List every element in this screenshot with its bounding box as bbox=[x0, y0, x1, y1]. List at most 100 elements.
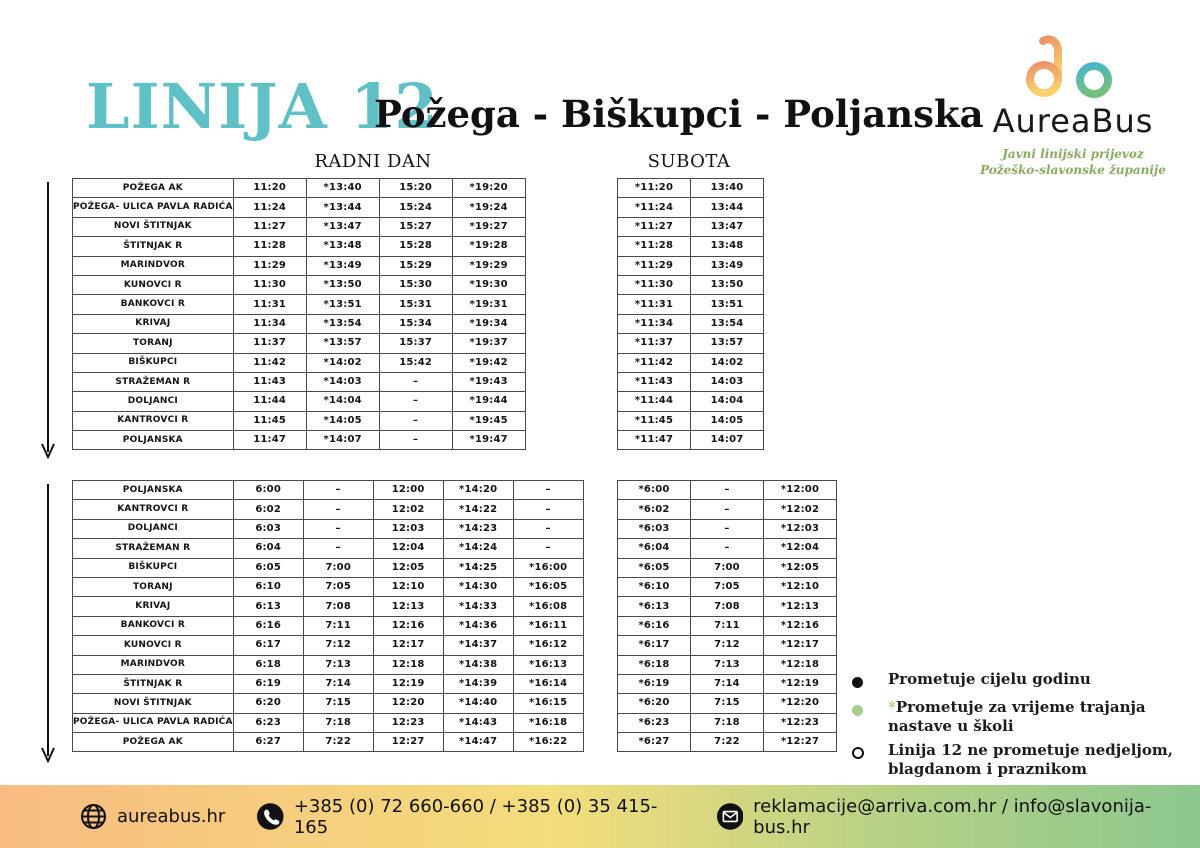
timetable-row: BIŠKUPCI 6:05 7:00 12:05 *14:25 *16:00 bbox=[72, 557, 584, 578]
timetable-row: BANKOVCI R 11:31 *13:51 15:31 *19:31 bbox=[72, 294, 526, 315]
time-cell: *14:02 bbox=[305, 352, 380, 373]
time-cell: *14:37 bbox=[442, 635, 514, 656]
time-cell: 7:14 bbox=[690, 673, 764, 695]
timetable-row: KRIVAJ 6:13 7:08 12:13 *14:33 *16:08 bbox=[72, 596, 584, 617]
timetable-row: *6:10 7:05 *12:10 bbox=[617, 576, 837, 598]
time-cell: – bbox=[690, 499, 764, 520]
time-cell: *11:34 bbox=[617, 313, 691, 335]
time-cell: *16:08 bbox=[512, 596, 584, 617]
time-cell: 7:13 bbox=[690, 654, 764, 675]
legend-item-full-year: Prometuje cijelu godinu bbox=[852, 670, 1182, 693]
time-cell: *19:29 bbox=[451, 255, 526, 276]
time-cell: 15:20 bbox=[378, 177, 453, 199]
time-cell: 12:10 bbox=[372, 576, 444, 598]
time-cell: *6:18 bbox=[617, 654, 691, 675]
time-cell: *11:31 bbox=[617, 294, 691, 315]
time-cell: – bbox=[378, 430, 453, 451]
station-cell: KUNOVCI R bbox=[72, 274, 234, 296]
time-cell: *19:37 bbox=[451, 333, 526, 354]
station-cell: STRAŽEMAN R bbox=[72, 538, 234, 559]
time-cell: *14:05 bbox=[305, 410, 380, 432]
time-cell: – bbox=[302, 538, 374, 559]
timetable-row: STRAŽEMAN R 6:04–12:04 *14:24– bbox=[72, 538, 584, 559]
time-cell: 11:29 bbox=[232, 255, 307, 276]
time-cell: 6:04 bbox=[232, 538, 304, 559]
time-cell: *19:43 bbox=[451, 371, 526, 393]
time-cell: *6:00 bbox=[617, 479, 691, 501]
time-cell: *13:47 bbox=[305, 216, 380, 238]
time-cell: 11:34 bbox=[232, 313, 307, 335]
time-cell: 7:08 bbox=[690, 596, 764, 617]
time-cell: 11:24 bbox=[232, 197, 307, 218]
time-cell: *12:16 bbox=[763, 615, 837, 637]
website-text[interactable]: aureabus.hr bbox=[117, 806, 226, 827]
time-cell: 13:47 bbox=[690, 216, 764, 238]
time-cell: – bbox=[690, 538, 764, 559]
time-cell: 7:11 bbox=[690, 615, 764, 637]
timetable-row: *6:27 7:22 *12:27 bbox=[617, 732, 837, 753]
time-cell: 14:02 bbox=[690, 352, 764, 373]
filled-green-dot-icon bbox=[852, 698, 888, 721]
station-cell: STRAŽEMAN R bbox=[72, 371, 234, 393]
timetable-row: POŽEGA- ULICA PAVLA RADIĆA 6:23 7:18 12:23 *… bbox=[72, 712, 584, 734]
time-cell: *14:23 bbox=[442, 518, 514, 540]
timetable-row: *6:04– *12:04 bbox=[617, 538, 837, 559]
time-cell: 12:00 bbox=[372, 479, 444, 501]
time-cell: 7:13 bbox=[302, 654, 374, 675]
timetable-direction1-saturday: *11:20 13:40 *11:24 13:44 *11:27 13:47 *11:28 1… bbox=[617, 177, 764, 451]
time-cell: *13:51 bbox=[305, 294, 380, 315]
time-cell: 13:49 bbox=[690, 255, 764, 276]
timetable-row: *6:23 7:18 *12:23 bbox=[617, 712, 837, 734]
phone-numbers-text[interactable]: +385 (0) 72 660-660 / +385 (0) 35 415-16… bbox=[293, 795, 658, 838]
timetable-direction1-workday: POŽEGA AK 11:20 *13:40 15:20 *19:20 POŽEGA- U… bbox=[72, 177, 526, 451]
footer-contact-bar: aureabus.hr +385 (0) 72 660-660 / +385 (… bbox=[0, 785, 1200, 848]
time-cell: *19:44 bbox=[451, 391, 526, 412]
time-cell: *13:57 bbox=[305, 333, 380, 354]
time-cell: *11:29 bbox=[617, 255, 691, 276]
green-asterisk: * bbox=[888, 698, 896, 716]
time-cell: *13:54 bbox=[305, 313, 380, 335]
legend-text: Linija 12 ne prometuje nedjeljom, blagda… bbox=[888, 741, 1173, 778]
time-cell: *14:33 bbox=[442, 596, 514, 617]
station-cell: DOLJANCI bbox=[72, 518, 234, 540]
time-cell: *14:24 bbox=[442, 538, 514, 559]
time-cell: 15:24 bbox=[378, 197, 453, 218]
email-addresses-text[interactable]: reklamacije@arriva.com.hr / info@slavoni… bbox=[753, 795, 1152, 838]
time-cell: 14:04 bbox=[690, 391, 764, 412]
time-cell: 7:15 bbox=[302, 693, 374, 714]
time-cell: 7:08 bbox=[302, 596, 374, 617]
timetable-row: POŽEGA AK 11:20 *13:40 15:20 *19:20 bbox=[72, 177, 526, 199]
timetable-row: *11:45 14:05 bbox=[617, 410, 764, 432]
timetable-row: TORANJ 11:37 *13:57 15:37 *19:37 bbox=[72, 333, 526, 354]
timetable-row: TORANJ 6:10 7:05 12:10 *14:30 *16:05 bbox=[72, 576, 584, 598]
timetable-row: KANTROVCI R 6:02–12:02 *14:22– bbox=[72, 499, 584, 520]
globe-icon bbox=[81, 804, 106, 829]
timetable-row: *11:37 13:57 bbox=[617, 333, 764, 354]
time-cell: 14:05 bbox=[690, 410, 764, 432]
time-cell: *6:20 bbox=[617, 693, 691, 714]
time-cell: *19:27 bbox=[451, 216, 526, 238]
time-cell: 11:20 bbox=[232, 177, 307, 199]
time-cell: *14:38 bbox=[442, 654, 514, 675]
time-cell: *12:10 bbox=[763, 576, 837, 598]
time-cell: – bbox=[378, 391, 453, 412]
time-cell: *6:05 bbox=[617, 557, 691, 578]
time-cell: – bbox=[512, 479, 584, 501]
time-cell: *14:43 bbox=[442, 712, 514, 734]
time-cell: 6:00 bbox=[232, 479, 304, 501]
timetable-row: ŠTITNJAK R 6:19 7:14 12:19 *14:39 *16:14 bbox=[72, 673, 584, 695]
time-cell: *14:20 bbox=[442, 479, 514, 501]
time-cell: *6:10 bbox=[617, 576, 691, 598]
station-cell: DOLJANCI bbox=[72, 391, 234, 412]
time-cell: *19:30 bbox=[451, 274, 526, 296]
time-cell: 12:03 bbox=[372, 518, 444, 540]
timetable-row: *11:20 13:40 bbox=[617, 177, 764, 199]
timetable-row: *6:05 7:00 *12:05 bbox=[617, 557, 837, 578]
time-cell: 13:51 bbox=[690, 294, 764, 315]
timetable-row: *11:28 13:48 bbox=[617, 236, 764, 257]
filled-black-dot-icon bbox=[852, 670, 888, 693]
envelope-icon bbox=[716, 803, 744, 830]
timetable-row: *11:47 14:07 bbox=[617, 430, 764, 451]
time-cell: *11:44 bbox=[617, 391, 691, 412]
time-cell: 12:04 bbox=[372, 538, 444, 559]
